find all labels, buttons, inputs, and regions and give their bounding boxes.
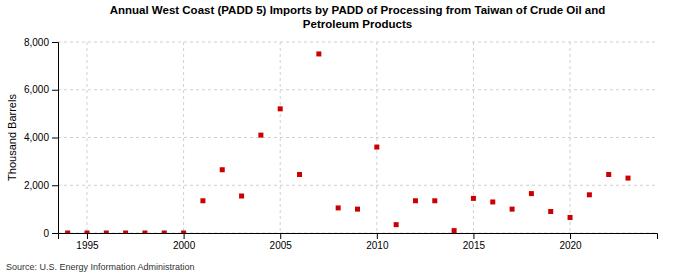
grid-line bbox=[570, 42, 571, 233]
y-axis-line bbox=[52, 43, 59, 234]
point bbox=[432, 198, 437, 203]
point bbox=[258, 133, 263, 138]
grid-line bbox=[58, 137, 657, 138]
title: Annual West Coast (PADD 5) Imports by PA… bbox=[110, 4, 606, 30]
point bbox=[123, 231, 128, 234]
points bbox=[65, 51, 630, 233]
grid-line bbox=[58, 89, 657, 90]
x-axis-tick-label: 2015 bbox=[463, 240, 486, 251]
annotation: Source: U.S. Energy Information Administ… bbox=[6, 262, 195, 272]
grid-line bbox=[473, 42, 474, 233]
y-axis-tick: 4,000 bbox=[24, 132, 58, 143]
x-axis-tick-mark bbox=[280, 233, 281, 239]
x-axis-tick: 2000 bbox=[173, 233, 196, 251]
point bbox=[65, 231, 70, 234]
y-axis-tick-label: 2,000 bbox=[24, 180, 49, 191]
y-axis-tick-mark bbox=[52, 233, 58, 234]
grid-line bbox=[58, 185, 657, 186]
point bbox=[355, 207, 360, 212]
x-axis-tick-label: 2010 bbox=[366, 240, 389, 251]
point bbox=[548, 209, 553, 214]
x-axis-tick-mark bbox=[377, 233, 378, 239]
point bbox=[239, 193, 244, 198]
point bbox=[490, 199, 495, 204]
point bbox=[452, 228, 457, 233]
y-axis-tick-mark bbox=[52, 42, 58, 43]
point bbox=[316, 51, 321, 56]
grid-line bbox=[58, 42, 657, 43]
point bbox=[471, 196, 476, 201]
y-axis-tick: 2,000 bbox=[24, 180, 58, 191]
x-axis-tick-mark bbox=[87, 233, 88, 239]
y-axis-tick-label: 8,000 bbox=[24, 37, 49, 48]
x-axis-tick: 2005 bbox=[270, 233, 293, 251]
point bbox=[220, 167, 225, 172]
point bbox=[336, 205, 341, 210]
point bbox=[297, 172, 302, 177]
point bbox=[394, 222, 399, 227]
grid-line bbox=[280, 42, 281, 233]
y-axis-tick-mark bbox=[52, 90, 58, 91]
y-axis-title: Thousand Barrels bbox=[6, 94, 18, 181]
grid-line bbox=[86, 42, 87, 233]
x-axis-tick-label: 2020 bbox=[559, 240, 582, 251]
point bbox=[162, 231, 167, 234]
x-axis-tick-label: 2005 bbox=[270, 240, 293, 251]
point bbox=[104, 231, 109, 234]
grid bbox=[58, 42, 657, 233]
x-axis-tick: 1995 bbox=[76, 233, 99, 251]
grid-line bbox=[183, 42, 184, 233]
x-axis-tick-mark bbox=[570, 233, 571, 239]
y-axis-tick-mark bbox=[52, 185, 58, 186]
title-line: Annual West Coast (PADD 5) Imports by PA… bbox=[110, 4, 606, 16]
y-axis-tick: 6,000 bbox=[24, 84, 58, 95]
grid-line bbox=[376, 42, 377, 233]
point bbox=[606, 172, 611, 177]
chart: 1995 2000 2005 2010 2015 2020 0 2,000 4,000 6,000… bbox=[0, 0, 675, 275]
x-axis-tick: 2020 bbox=[559, 233, 582, 251]
point bbox=[587, 192, 592, 197]
plot: 1995 2000 2005 2010 2015 2020 0 2,000 4,000 6,000… bbox=[24, 37, 658, 251]
point bbox=[142, 231, 147, 234]
x-axis-tick: 2010 bbox=[366, 233, 389, 251]
title-line: Petroleum Products bbox=[303, 18, 412, 30]
y-axis-tick-label: 6,000 bbox=[24, 84, 49, 95]
point bbox=[181, 231, 186, 234]
y-axis: 0 2,000 4,000 6,000 8,000 bbox=[24, 37, 59, 239]
y-axis-tick-mark bbox=[52, 138, 58, 139]
point bbox=[374, 145, 379, 150]
x-axis-tick-label: 1995 bbox=[76, 240, 99, 251]
y-axis-tick: 0 bbox=[43, 228, 58, 239]
point bbox=[200, 198, 205, 203]
x-axis-tick-mark bbox=[473, 233, 474, 239]
point bbox=[529, 191, 534, 196]
point bbox=[510, 207, 515, 212]
y-axis-tick-label: 4,000 bbox=[24, 132, 49, 143]
point bbox=[626, 176, 631, 181]
point bbox=[568, 215, 573, 220]
y-axis-tick: 8,000 bbox=[24, 37, 58, 48]
x-axis-tick: 2015 bbox=[463, 233, 486, 251]
x-axis-tick-label: 2000 bbox=[173, 240, 196, 251]
x-axis-tick-mark bbox=[184, 233, 185, 239]
x-axis-line bbox=[59, 234, 658, 240]
y-axis-tick-label: 0 bbox=[43, 228, 49, 239]
point bbox=[413, 198, 418, 203]
point bbox=[278, 106, 283, 111]
point bbox=[84, 231, 89, 234]
x-axis: 1995 2000 2005 2010 2015 2020 bbox=[59, 233, 658, 251]
